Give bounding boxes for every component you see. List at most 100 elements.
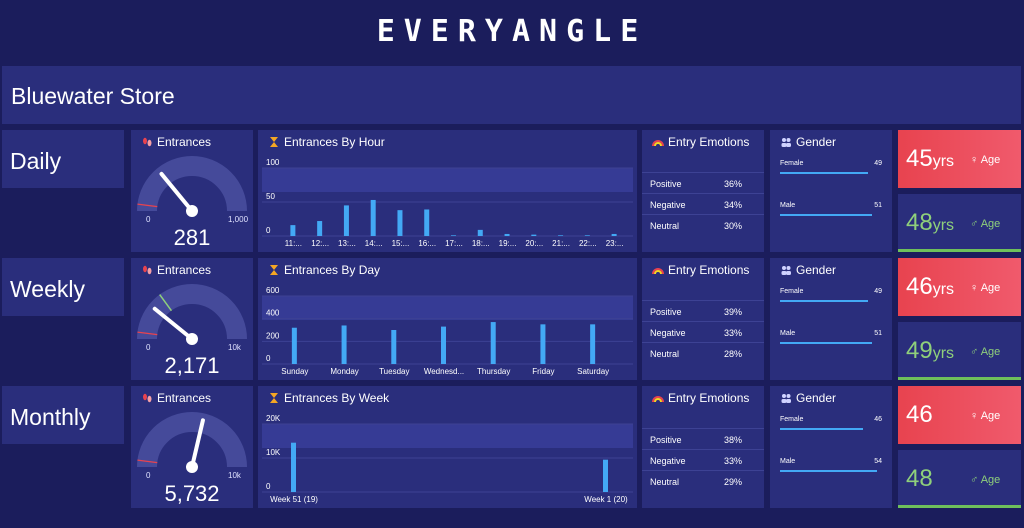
female-age-value: 45yrs	[906, 145, 954, 173]
gauge-max-label: 10k	[228, 471, 241, 480]
female-symbol-icon: ♀	[970, 282, 981, 294]
chart-bar[interactable]	[504, 233, 510, 236]
x-tick-label: 19:...	[499, 239, 517, 248]
period-label: Weekly	[10, 276, 85, 302]
chart-bar[interactable]	[477, 229, 483, 236]
chart-bar[interactable]	[558, 235, 564, 236]
gauge-value: 281	[173, 225, 211, 250]
chart-bar[interactable]	[317, 221, 323, 236]
chart-bar[interactable]	[291, 327, 297, 364]
female-age-label: Age	[980, 154, 1001, 166]
chart-title: Entrances By Day	[268, 263, 380, 277]
entrances-bar-chart: 100 50 0 11:... 12:... 13:... 14:... 15:... 16:.…	[262, 158, 633, 248]
chart-bar[interactable]	[424, 209, 430, 236]
chart-title-text: Entrances By Week	[284, 391, 390, 405]
chart-bar[interactable]	[540, 324, 546, 364]
hourglass-icon	[268, 392, 280, 404]
period-label-panel: Weekly	[2, 258, 124, 316]
y-tick-label: 20K	[266, 414, 281, 423]
gender-panel: Gender Female 49 Male 51	[770, 258, 892, 380]
chart-band	[262, 296, 633, 320]
x-tick-label: Wednesd...	[424, 367, 464, 376]
chart-bar[interactable]	[611, 233, 617, 236]
gauge-arc	[137, 156, 247, 212]
female-age-number: 45	[906, 145, 933, 172]
emotion-value: 38%	[724, 435, 743, 445]
chart-bar[interactable]	[603, 459, 608, 492]
gender-title: Gender	[780, 135, 836, 149]
male-age-panel: 48yrs ♂ Age	[898, 194, 1021, 252]
chart-bar[interactable]	[590, 324, 596, 364]
x-tick-label: 15:...	[392, 239, 410, 248]
x-tick-label: 14:...	[365, 239, 383, 248]
female-age-label: Age	[980, 410, 1001, 422]
gauge-min-label: 0	[146, 215, 151, 224]
chart-bar[interactable]	[341, 325, 347, 364]
x-tick-label: 11:...	[285, 239, 302, 248]
chart-band	[262, 424, 633, 448]
chart-bar[interactable]	[370, 199, 376, 236]
chart-bar[interactable]	[391, 330, 397, 364]
chart-bar[interactable]	[291, 442, 296, 492]
x-tick-label: Monday	[330, 367, 358, 376]
rainbow-icon	[652, 264, 664, 276]
chart-bar[interactable]	[584, 235, 590, 236]
emotion-row-positive: Positive 36%	[642, 172, 764, 193]
gauge-arc	[137, 412, 247, 468]
x-tick-label: Sunday	[281, 367, 308, 376]
x-tick-label: Week 1 (20)	[584, 495, 628, 504]
y-tick-label: 0	[266, 226, 271, 235]
chart-band	[262, 168, 633, 192]
gender-male-bar	[780, 470, 877, 472]
gender-male-label: Male	[780, 330, 796, 337]
female-age-panel: 46yrs ♀ Age	[898, 258, 1021, 316]
entrances-gauge	[137, 156, 247, 217]
male-age-number: 49	[906, 337, 933, 364]
gauge-value: 2,171	[164, 353, 220, 378]
gender-label: Gender	[796, 263, 837, 277]
y-tick-label: 200	[266, 331, 280, 340]
x-tick-label: Tuesday	[379, 367, 409, 376]
chart-bar[interactable]	[490, 322, 496, 364]
chart-bar[interactable]	[441, 326, 446, 364]
store-title: Bluewater Store	[11, 83, 175, 109]
male-age-label: Age	[980, 474, 1001, 486]
gender-label: Gender	[796, 135, 837, 149]
chart-title-text: Entrances By Day	[284, 263, 381, 277]
emotion-label: Positive	[650, 307, 682, 317]
footsteps-icon	[141, 136, 153, 148]
chart-title-text: Entrances By Hour	[284, 135, 385, 149]
x-tick-label: Week 51 (19)	[270, 495, 318, 504]
gauge-arc	[137, 284, 247, 340]
gender-male-bar	[780, 214, 872, 216]
chart-bar[interactable]	[397, 210, 403, 236]
gauge-low-marker	[137, 203, 158, 208]
gender-female-bar	[780, 300, 868, 302]
y-tick-label: 400	[266, 309, 280, 318]
gauge-min-label: 0	[146, 343, 151, 352]
emotion-value: 29%	[724, 477, 743, 487]
emotions-title: Entry Emotions	[652, 263, 749, 277]
gender-male-value: 54	[874, 458, 882, 465]
gauge-low-marker	[137, 331, 158, 336]
chart-bar[interactable]	[290, 225, 296, 236]
gender-male-label: Male	[780, 458, 796, 465]
gender-title: Gender	[780, 263, 836, 277]
emotion-row-neutral: Neutral 28%	[642, 342, 764, 363]
x-tick-label: 12:...	[311, 239, 329, 248]
entrances-gauge-panel: Entrances 0 10k 2,171	[131, 258, 253, 380]
female-age-number: 46	[906, 401, 933, 428]
chart-title: Entrances By Hour	[268, 135, 385, 149]
chart-bar[interactable]	[531, 234, 537, 236]
entrances-bar-chart: 20K 10K 0 Week 51 (19) Week 1 (20)	[262, 414, 633, 504]
female-age-unit: yrs	[932, 281, 955, 298]
chart-bar[interactable]	[343, 205, 349, 236]
male-age-unit: yrs	[932, 217, 955, 234]
rainbow-icon	[652, 392, 664, 404]
chart-bar[interactable]	[451, 235, 456, 236]
chart-title: Entrances By Week	[268, 391, 389, 405]
emotion-row-neutral: Neutral 29%	[642, 470, 764, 491]
emotion-value: 30%	[724, 221, 743, 231]
gender-title: Gender	[780, 391, 836, 405]
entrances-title: Entrances	[141, 263, 211, 277]
